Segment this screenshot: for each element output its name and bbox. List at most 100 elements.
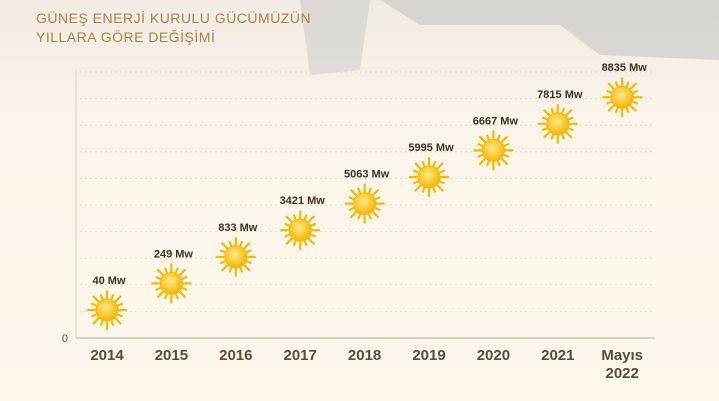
x-tick-label: 2019: [412, 347, 446, 364]
x-tick-label: 2015: [154, 347, 189, 364]
sun: [344, 183, 385, 224]
sun-ray: [567, 116, 574, 121]
sun-ray: [219, 260, 226, 265]
sun-ray: [436, 162, 444, 170]
sun-ray: [114, 317, 122, 325]
sun-ray: [561, 133, 566, 140]
sun-ray: [432, 161, 437, 168]
sun: [215, 236, 256, 277]
sun-ray: [565, 109, 573, 117]
sun-ray: [303, 240, 308, 247]
sun: [473, 130, 514, 171]
sun-ray: [174, 293, 179, 300]
sun-ray: [228, 266, 233, 273]
sun-ray: [500, 157, 508, 165]
sun-ray: [374, 207, 381, 211]
sun: [151, 263, 192, 304]
sun-ray: [114, 295, 122, 303]
sun-ray: [541, 127, 548, 132]
y-tick-label: 0: [62, 333, 68, 345]
sun-ray: [543, 109, 551, 117]
sun-ray: [567, 127, 574, 132]
sun-ray: [350, 189, 358, 197]
sun-disc: [224, 245, 248, 269]
sun-ray: [421, 186, 426, 193]
sun-ray: [500, 135, 508, 144]
value-label: 5063 Mw: [344, 169, 390, 181]
sun-disc: [95, 298, 119, 322]
sun-ray: [486, 134, 490, 141]
sun-ray: [91, 302, 98, 307]
sun-ray: [629, 104, 637, 112]
sun-disc: [159, 271, 183, 295]
sun: [408, 156, 450, 198]
sun-ray: [477, 143, 484, 147]
sun-ray: [350, 210, 358, 219]
sun-ray: [91, 313, 98, 318]
value-label: 7815 Mw: [537, 89, 583, 101]
sun-ray: [116, 302, 123, 307]
x-tick-label: Mayıs 2022: [601, 347, 644, 382]
sun-ray: [110, 294, 115, 301]
sun-ray: [371, 189, 380, 197]
sun-ray: [245, 249, 252, 254]
sun-ray: [625, 107, 630, 114]
sun-ray: [348, 196, 355, 201]
sun-ray: [478, 157, 487, 165]
sun-disc: [288, 218, 312, 242]
sun-disc: [610, 85, 634, 109]
sun-ray: [174, 267, 179, 274]
sun-ray: [607, 82, 615, 90]
x-tick-label: 2021: [541, 347, 575, 364]
sun-ray: [496, 160, 501, 167]
sun-ray: [607, 104, 615, 112]
sun-ray: [181, 276, 188, 280]
sun-ray: [438, 180, 445, 185]
sun: [280, 210, 321, 251]
sun-ray: [178, 268, 186, 277]
sun-ray: [239, 240, 244, 247]
background-panels: [300, 0, 719, 75]
sun-ray: [496, 134, 501, 141]
sun-ray: [92, 295, 100, 303]
sun-ray: [436, 184, 444, 192]
sun-ray: [550, 107, 555, 114]
sun-ray: [348, 207, 355, 211]
value-label: 5995 Mw: [408, 142, 454, 154]
sun: [537, 103, 578, 144]
sun-ray: [164, 267, 168, 274]
x-tick-label: 2016: [219, 347, 253, 364]
sun-ray: [110, 319, 115, 326]
sun: [602, 77, 643, 118]
sun-ray: [414, 162, 422, 170]
sun-ray: [221, 264, 229, 272]
sun-ray: [371, 210, 380, 219]
sun-ray: [629, 82, 637, 90]
sun-ray: [374, 196, 381, 201]
x-tick-label: 2017: [283, 347, 317, 364]
x-tick-label: 2020: [476, 347, 511, 364]
sun-ray: [245, 260, 252, 265]
sun-ray: [432, 186, 437, 193]
sun-ray: [478, 135, 487, 144]
value-label: 3421 Mw: [280, 195, 326, 207]
sun-ray: [181, 286, 188, 291]
sun-ray: [284, 222, 291, 227]
value-label: 6667 Mw: [473, 115, 519, 127]
sun-ray: [243, 242, 251, 250]
sun-disc: [353, 192, 377, 216]
value-label: 40 Mw: [92, 275, 125, 287]
sun-ray: [368, 213, 372, 220]
sun-ray: [357, 213, 362, 220]
sun-ray: [284, 233, 291, 238]
sun-ray: [155, 286, 162, 291]
sun-ray: [303, 214, 308, 221]
sun-disc: [481, 138, 505, 162]
sun-ray: [503, 143, 510, 147]
sun-ray: [606, 100, 613, 105]
sun-ray: [164, 293, 168, 300]
sun-ray: [421, 161, 426, 168]
sun-ray: [285, 237, 293, 245]
sun-ray: [156, 268, 165, 277]
